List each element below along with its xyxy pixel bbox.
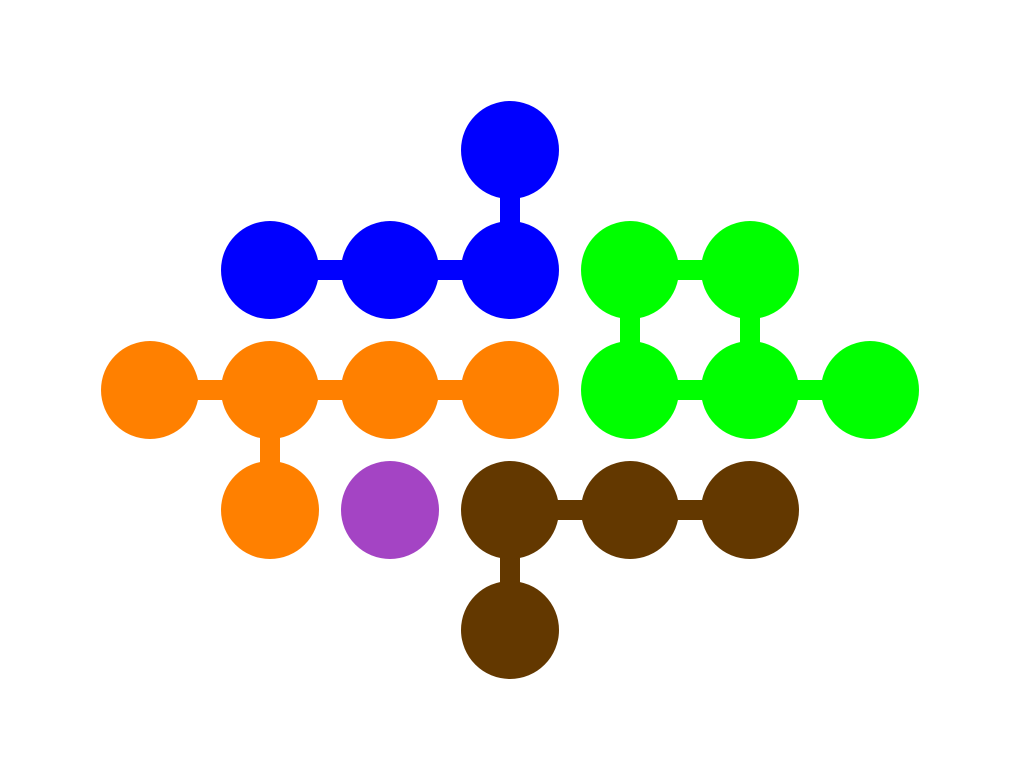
piece-blue-cell[interactable] (461, 101, 559, 199)
piece-blue-cell[interactable] (461, 221, 559, 319)
piece-blue[interactable] (221, 101, 559, 319)
piece-green-cell[interactable] (701, 341, 799, 439)
piece-brown-cell[interactable] (701, 461, 799, 559)
piece-orange[interactable] (101, 341, 559, 559)
piece-orange-cell[interactable] (221, 341, 319, 439)
piece-blue-cell[interactable] (341, 221, 439, 319)
piece-green-cell[interactable] (821, 341, 919, 439)
piece-brown-cell[interactable] (461, 461, 559, 559)
piece-purple-cell[interactable] (341, 461, 439, 559)
piece-orange-cell[interactable] (221, 461, 319, 559)
piece-brown[interactable] (461, 461, 799, 679)
piece-blue-cell[interactable] (221, 221, 319, 319)
piece-green-cell[interactable] (581, 341, 679, 439)
piece-brown-cell[interactable] (581, 461, 679, 559)
piece-green-cell[interactable] (701, 221, 799, 319)
piece-orange-cell[interactable] (101, 341, 199, 439)
piece-orange-cell[interactable] (341, 341, 439, 439)
piece-green-cell[interactable] (581, 221, 679, 319)
piece-orange-cell[interactable] (461, 341, 559, 439)
piece-brown-cell[interactable] (461, 581, 559, 679)
piece-purple[interactable] (341, 461, 439, 559)
piece-green[interactable] (581, 221, 919, 439)
